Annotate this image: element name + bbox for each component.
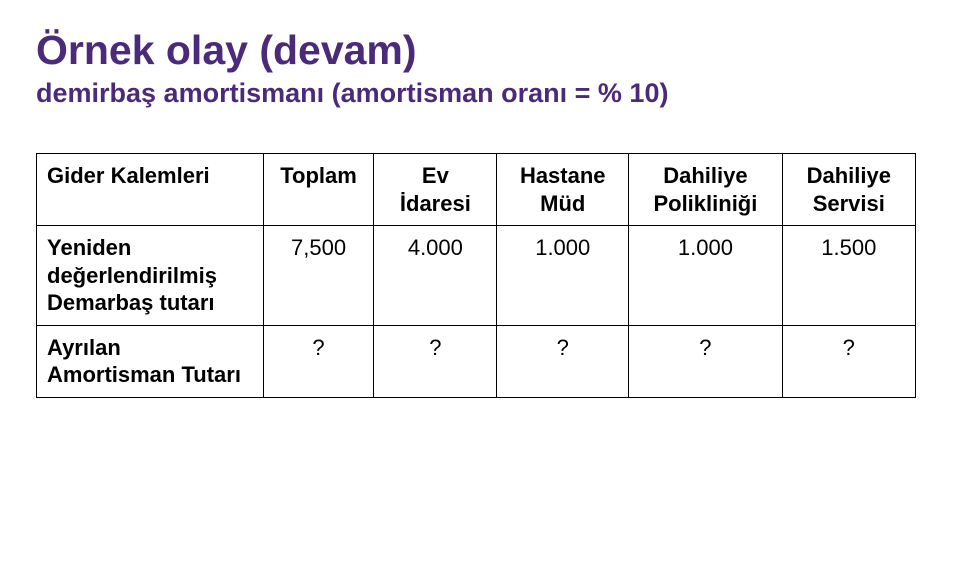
- cell-value: 1.000: [497, 226, 629, 326]
- header-ev-idaresi: Ev İdaresi: [374, 154, 497, 226]
- cell-value: 4.000: [374, 226, 497, 326]
- header-dahiliye-poli: Dahiliye Polikliniği: [629, 154, 782, 226]
- header-dahiliye-servisi: Dahiliye Servisi: [782, 154, 915, 226]
- amortization-table: Gider Kalemleri Toplam Ev İdaresi Hastan…: [36, 153, 916, 398]
- cell-value: 7,500: [263, 226, 374, 326]
- header-gider-kalemleri: Gider Kalemleri: [37, 154, 264, 226]
- cell-value: ?: [629, 325, 782, 397]
- header-toplam: Toplam: [263, 154, 374, 226]
- cell-value: ?: [263, 325, 374, 397]
- table-header-row: Gider Kalemleri Toplam Ev İdaresi Hastan…: [37, 154, 916, 226]
- table-row: Yeniden değerlendirilmiş Demarbaş tutarı…: [37, 226, 916, 326]
- row-label-ayrilan: Ayrılan Amortisman Tutarı: [37, 325, 264, 397]
- cell-value: ?: [497, 325, 629, 397]
- row-label-yeniden: Yeniden değerlendirilmiş Demarbaş tutarı: [37, 226, 264, 326]
- table-row: Ayrılan Amortisman Tutarı ? ? ? ? ?: [37, 325, 916, 397]
- title-block: Örnek olay (devam) demirbaş amortismanı …: [36, 28, 923, 109]
- cell-value: 1.000: [629, 226, 782, 326]
- page-title: Örnek olay (devam): [36, 28, 923, 73]
- cell-value: 1.500: [782, 226, 915, 326]
- cell-value: ?: [374, 325, 497, 397]
- header-hastane-mud: Hastane Müd: [497, 154, 629, 226]
- page-subtitle: demirbaş amortismanı (amortisman oranı =…: [36, 77, 923, 109]
- cell-value: ?: [782, 325, 915, 397]
